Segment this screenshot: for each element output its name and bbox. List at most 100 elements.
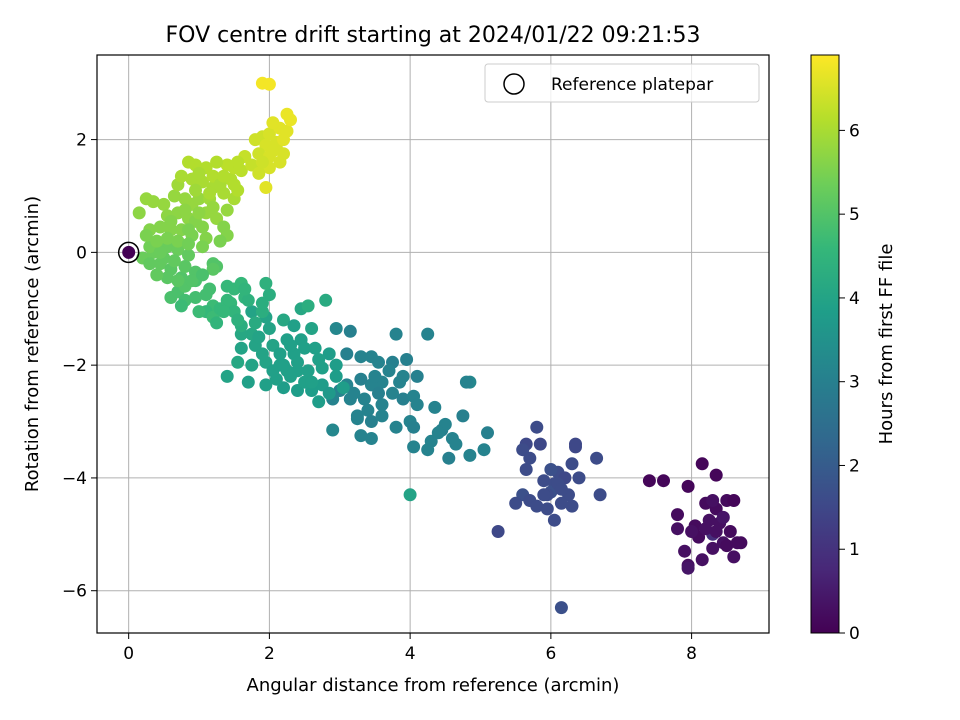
legend: Reference platepar — [484, 63, 760, 103]
reference-marker — [117, 241, 140, 264]
scatter-point — [523, 451, 537, 465]
scatter-point — [192, 206, 206, 220]
scatter-point — [255, 155, 269, 169]
scatter-point — [153, 245, 167, 259]
scatter-point — [400, 353, 414, 366]
scatter-point — [284, 338, 297, 352]
scatter-point — [389, 420, 403, 434]
scatter-point — [210, 212, 224, 225]
scatter-point — [196, 240, 209, 254]
scatter-point — [375, 398, 389, 412]
scatter-point — [393, 375, 407, 389]
scatter-point — [407, 440, 421, 454]
scatter-point — [220, 158, 234, 172]
x-tick-label: 8 — [686, 644, 697, 664]
colorbar-tick-label: 1 — [849, 540, 860, 560]
scatter-point — [122, 245, 136, 259]
scatter-point — [329, 369, 343, 383]
scatter-point — [537, 488, 551, 502]
scatter-point — [178, 260, 192, 273]
scatter-point — [657, 474, 670, 488]
scatter-point — [642, 474, 656, 488]
scatter-point — [590, 451, 604, 465]
colorbar-label: Hours from first FF file — [876, 244, 897, 445]
scatter-point — [182, 223, 195, 237]
scatter-point — [213, 234, 227, 248]
scatter-point — [565, 499, 579, 513]
scatter-point — [706, 541, 720, 555]
scatter-point — [389, 327, 403, 341]
scatter-point — [277, 147, 290, 161]
scatter-point — [357, 392, 371, 406]
colorbar-tick-label: 6 — [849, 121, 860, 141]
scatter-point — [354, 350, 368, 364]
scatter-point — [695, 553, 709, 567]
scatter-point — [259, 181, 273, 194]
scatter-point — [572, 471, 586, 485]
scatter-point — [375, 409, 389, 423]
scatter-point — [203, 186, 217, 200]
scatter-point — [519, 463, 533, 476]
scatter-point — [259, 276, 273, 290]
scatter-point — [727, 550, 741, 564]
scatter-point — [428, 400, 442, 414]
scatter-point — [206, 200, 220, 214]
scatter-point — [593, 488, 607, 502]
scatter-point — [312, 395, 326, 409]
scatter-point — [160, 231, 174, 245]
scatter-point — [312, 353, 326, 366]
scatter-point — [238, 282, 252, 296]
scatter-point — [291, 355, 304, 369]
scatter-point — [203, 282, 217, 296]
scatter-point — [273, 347, 287, 361]
scatter-point — [301, 299, 315, 313]
scatter-point — [248, 316, 262, 330]
scatter-point — [277, 381, 290, 395]
x-axis-label: Angular distance from reference (arcmin) — [247, 675, 620, 696]
scatter-point — [463, 448, 477, 462]
scatter-point — [189, 291, 202, 304]
scatter-point — [459, 375, 473, 389]
scatter-point — [298, 341, 312, 355]
x-tick-label: 0 — [123, 644, 134, 664]
scatter-point — [241, 293, 255, 307]
scatter-point — [143, 257, 157, 271]
y-tick-label: −4 — [62, 469, 87, 489]
scatter-point — [146, 195, 160, 209]
colorbar-ticks: 0 1 2 3 4 5 6 — [839, 121, 860, 644]
scatter-point — [210, 155, 224, 169]
scatter-point — [554, 601, 568, 615]
scatter-point — [252, 330, 266, 344]
scatter-point — [372, 355, 385, 369]
scatter-point — [544, 463, 558, 476]
scatter-point — [322, 386, 336, 400]
scatter-point — [547, 513, 561, 527]
scatter-point — [227, 178, 241, 192]
scatter-point — [262, 322, 276, 335]
scatter-point — [255, 296, 269, 310]
scatter-point — [343, 324, 357, 338]
scatter-point — [509, 496, 523, 510]
scatter-point — [350, 409, 364, 423]
scatter-point — [456, 409, 470, 423]
grid-lines — [97, 55, 769, 633]
scatter-point — [220, 203, 234, 217]
scatter-point — [252, 166, 266, 180]
scatter-point — [396, 392, 410, 406]
scatter-point — [174, 299, 188, 313]
scatter-point — [157, 197, 171, 211]
scatter-point — [266, 144, 280, 158]
scatter-point — [217, 305, 231, 319]
scatter-point — [347, 386, 361, 400]
scatter-point — [382, 364, 396, 378]
colorbar-tick-label: 4 — [849, 289, 860, 309]
scatter-point — [189, 183, 202, 197]
scatter-point — [671, 522, 684, 536]
scatter-point — [386, 386, 399, 400]
scatter-point — [196, 220, 209, 234]
legend-box — [484, 63, 760, 103]
scatter-point — [220, 369, 234, 383]
scatter-point — [182, 155, 195, 169]
scatter-point — [709, 468, 723, 482]
scatter-point — [431, 426, 445, 440]
